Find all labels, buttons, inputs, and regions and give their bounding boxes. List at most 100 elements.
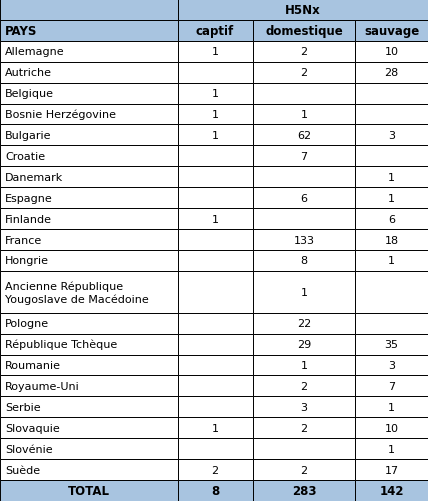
Text: Belgique: Belgique (5, 89, 54, 99)
Text: Finlande: Finlande (5, 214, 52, 224)
Text: France: France (5, 235, 42, 245)
Bar (253, 334, 355, 355)
Bar (0, 459, 178, 480)
Text: 3: 3 (300, 402, 307, 412)
Bar (178, 334, 253, 355)
Bar (253, 438, 355, 459)
Text: 1: 1 (211, 89, 219, 99)
Bar (0, 334, 178, 355)
Bar (253, 42, 355, 63)
Text: République Tchèque: République Tchèque (5, 339, 117, 350)
Bar (0, 250, 178, 272)
Bar (0, 272, 178, 313)
Bar (178, 250, 253, 272)
Text: domestique: domestique (265, 25, 343, 38)
Bar (0, 146, 178, 167)
Text: 7: 7 (388, 381, 395, 391)
Bar (0, 376, 178, 397)
Text: Allemagne: Allemagne (5, 47, 65, 57)
Text: 2: 2 (300, 423, 307, 433)
Bar (178, 272, 253, 313)
Text: 1: 1 (388, 444, 395, 454)
Text: Slovénie: Slovénie (5, 444, 53, 454)
Text: 133: 133 (293, 235, 315, 245)
Text: 35: 35 (385, 340, 398, 349)
Bar (178, 417, 253, 438)
Text: 1: 1 (211, 131, 219, 141)
Bar (355, 104, 428, 125)
Bar (355, 480, 428, 501)
Text: Pologne: Pologne (5, 319, 49, 329)
Bar (0, 84, 178, 104)
Bar (178, 21, 253, 42)
Text: 1: 1 (388, 193, 395, 203)
Text: PAYS: PAYS (5, 25, 38, 38)
Bar (253, 125, 355, 146)
Bar (355, 313, 428, 334)
Text: 18: 18 (384, 235, 399, 245)
Bar (355, 417, 428, 438)
Bar (0, 21, 178, 42)
Bar (355, 209, 428, 229)
Bar (355, 229, 428, 250)
Bar (178, 84, 253, 104)
Bar (0, 0, 178, 21)
Bar (0, 397, 178, 417)
Text: 1: 1 (211, 47, 219, 57)
Text: Hongrie: Hongrie (5, 256, 49, 266)
Bar (355, 146, 428, 167)
Bar (0, 313, 178, 334)
Bar (355, 42, 428, 63)
Text: 1: 1 (388, 172, 395, 182)
Bar (253, 167, 355, 188)
Text: 7: 7 (300, 152, 307, 161)
Bar (253, 84, 355, 104)
Bar (253, 376, 355, 397)
Text: 283: 283 (291, 484, 316, 497)
Bar (178, 229, 253, 250)
Bar (355, 272, 428, 313)
Bar (253, 209, 355, 229)
Bar (253, 397, 355, 417)
Bar (253, 417, 355, 438)
Text: Croatie: Croatie (5, 152, 45, 161)
Text: Ancienne République
Yougoslave de Macédoine: Ancienne République Yougoslave de Macédo… (5, 281, 149, 304)
Bar (355, 21, 428, 42)
Text: 10: 10 (385, 423, 398, 433)
Bar (355, 188, 428, 209)
Bar (355, 438, 428, 459)
Bar (178, 104, 253, 125)
Text: 6: 6 (388, 214, 395, 224)
Bar (253, 355, 355, 376)
Bar (355, 459, 428, 480)
Text: 1: 1 (300, 110, 307, 120)
Text: 2: 2 (300, 68, 307, 78)
Bar (0, 125, 178, 146)
Text: 1: 1 (300, 360, 307, 370)
Text: 8: 8 (211, 484, 219, 497)
Text: 142: 142 (379, 484, 404, 497)
Bar (178, 313, 253, 334)
Bar (253, 104, 355, 125)
Text: sauvage: sauvage (364, 25, 419, 38)
Text: 2: 2 (211, 465, 219, 474)
Bar (0, 209, 178, 229)
Bar (178, 0, 428, 21)
Bar (178, 438, 253, 459)
Bar (178, 188, 253, 209)
Text: H5Nx: H5Nx (285, 4, 321, 17)
Bar (253, 459, 355, 480)
Text: 1: 1 (211, 423, 219, 433)
Text: 1: 1 (300, 287, 307, 297)
Bar (178, 42, 253, 63)
Bar (355, 250, 428, 272)
Text: 22: 22 (297, 319, 311, 329)
Bar (178, 376, 253, 397)
Text: Serbie: Serbie (5, 402, 41, 412)
Bar (178, 480, 253, 501)
Bar (178, 63, 253, 84)
Bar (355, 355, 428, 376)
Text: Bosnie Herzégovine: Bosnie Herzégovine (5, 110, 116, 120)
Bar (0, 480, 178, 501)
Bar (253, 146, 355, 167)
